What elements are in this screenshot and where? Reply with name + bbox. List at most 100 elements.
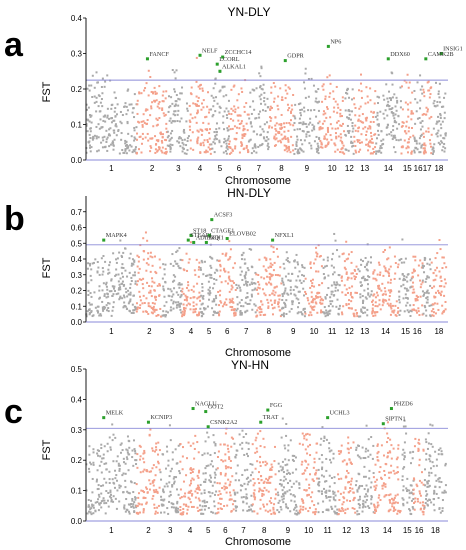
snp-point	[295, 513, 298, 516]
snp-point	[173, 110, 176, 113]
panel-letter-b: b	[4, 200, 25, 238]
snp-point	[302, 280, 305, 283]
snp-point	[304, 96, 307, 99]
snp-point	[225, 146, 228, 149]
snp-point	[349, 487, 352, 490]
snp-point	[203, 508, 206, 511]
gene-label: GDPR	[287, 53, 304, 60]
snp-point	[410, 127, 413, 130]
snp-point	[328, 450, 331, 453]
snp-point	[370, 496, 373, 499]
snp-point	[198, 488, 201, 491]
snp-point	[159, 471, 162, 474]
snp-point	[275, 122, 278, 125]
snp-point	[429, 87, 432, 90]
snp-point	[150, 146, 153, 149]
snp-point	[210, 510, 213, 513]
snp-point	[311, 478, 314, 481]
snp-point	[209, 264, 212, 267]
snp-point	[286, 137, 289, 140]
snp-point	[203, 139, 206, 142]
snp-point	[389, 493, 392, 496]
snp-point	[148, 479, 151, 482]
snp-point	[401, 145, 404, 148]
snp-point	[103, 135, 106, 138]
snp-point	[126, 458, 129, 461]
snp-point	[142, 497, 145, 500]
snp-point	[327, 509, 330, 512]
snp-point	[232, 109, 235, 112]
snp-point	[115, 460, 118, 463]
snp-point	[177, 104, 180, 107]
snp-point	[170, 309, 173, 312]
snp-point	[206, 501, 209, 504]
snp-point	[98, 273, 101, 276]
snp-point	[391, 138, 394, 141]
snp-point	[437, 308, 440, 311]
xtick-label: 7	[241, 526, 246, 535]
snp-point	[270, 86, 273, 89]
snp-point	[401, 479, 404, 482]
snp-point	[352, 152, 355, 155]
snp-point	[88, 445, 91, 448]
snp-point	[147, 305, 150, 308]
snp-point	[210, 94, 213, 97]
snp-point	[354, 145, 357, 148]
snp-point	[351, 507, 354, 510]
snp-point	[256, 288, 259, 291]
snp-point	[115, 134, 118, 137]
snp-point	[388, 298, 391, 301]
xtick-label: 8	[267, 327, 272, 336]
snp-point	[201, 454, 204, 457]
snp-point	[185, 152, 188, 155]
snp-point	[273, 137, 276, 140]
snp-point	[323, 435, 326, 438]
snp-point	[128, 492, 131, 495]
snp-point	[137, 271, 140, 274]
snp-point	[336, 513, 339, 516]
snp-point	[420, 146, 423, 149]
snp-point	[172, 307, 175, 310]
snp-point	[192, 102, 195, 105]
snp-point	[108, 264, 111, 267]
snp-point	[423, 147, 426, 150]
snp-point	[357, 150, 360, 153]
snp-point	[249, 474, 252, 477]
snp-point	[213, 298, 216, 301]
snp-point	[243, 482, 246, 485]
snp-point	[233, 125, 236, 128]
snp-point	[269, 467, 272, 470]
snp-point	[327, 305, 330, 308]
snp-point	[197, 296, 200, 299]
snp-point	[417, 449, 420, 452]
snp-point	[393, 134, 396, 137]
snp-point	[224, 280, 227, 283]
panel-b-ylabel: FST	[41, 257, 53, 278]
snp-point	[276, 104, 279, 107]
snp-point	[204, 478, 207, 481]
snp-point	[90, 499, 93, 502]
snp-point	[187, 281, 190, 284]
snp-point	[443, 111, 446, 114]
snp-point	[257, 490, 260, 493]
snp-point	[215, 96, 218, 99]
snp-point	[311, 282, 314, 285]
snp-point	[328, 442, 331, 445]
snp-point	[129, 252, 132, 255]
snp-point	[174, 275, 177, 278]
snp-point	[432, 492, 435, 495]
snp-point	[326, 138, 329, 141]
snp-point	[250, 125, 253, 128]
snp-point	[129, 503, 132, 506]
snp-point	[92, 512, 95, 515]
snp-point	[209, 292, 212, 295]
snp-point	[230, 510, 233, 513]
snp-point	[386, 114, 389, 117]
snp-point	[360, 263, 363, 266]
snp-point	[370, 436, 373, 439]
snp-point	[394, 105, 397, 108]
snp-point	[93, 291, 96, 294]
snp-point	[341, 507, 344, 510]
snp-point	[341, 99, 344, 102]
snp-point	[246, 509, 249, 512]
